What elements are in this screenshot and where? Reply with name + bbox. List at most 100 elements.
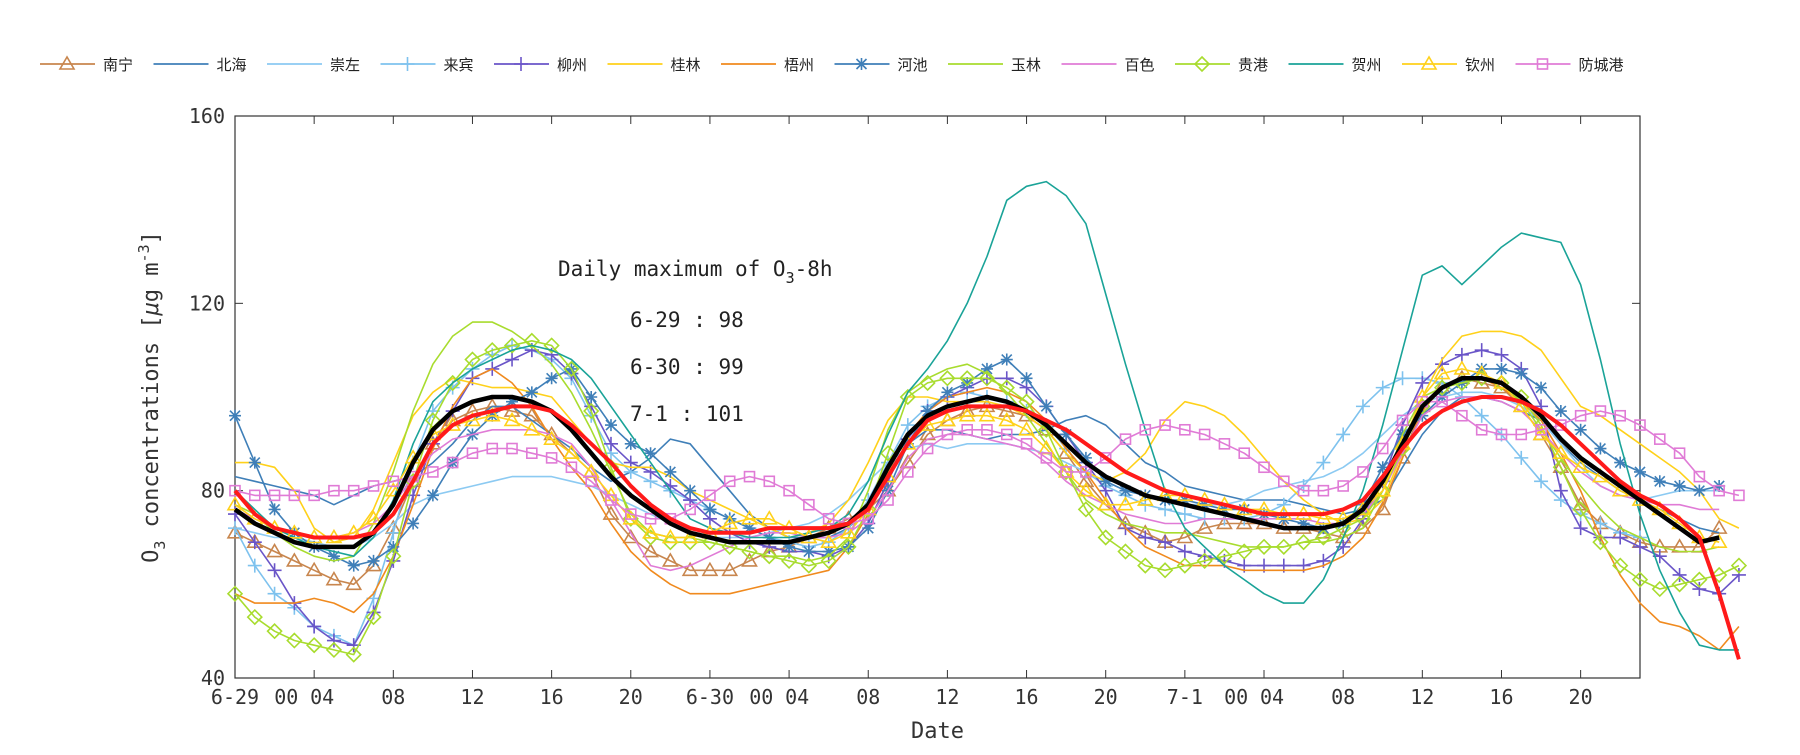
data-point [1018, 421, 1035, 436]
data-point [1594, 405, 1607, 417]
data-point [266, 623, 283, 640]
data-point [1000, 353, 1013, 366]
data-point [1692, 582, 1707, 597]
data-point [902, 466, 914, 478]
legend-label: 来宾 [444, 56, 474, 74]
data-point [248, 489, 261, 502]
data-point [1594, 442, 1607, 455]
data-point [980, 362, 993, 375]
data-point [1572, 501, 1589, 518]
series-10 [226, 332, 1748, 663]
data-point [1614, 409, 1627, 422]
legend-label: 梧州 [784, 56, 814, 74]
legend-item: 崇左 [267, 56, 360, 74]
x-tick-label: 04 [785, 685, 809, 709]
x-tick-label: 6-29 [211, 685, 259, 709]
data-point [1275, 538, 1292, 555]
data-point [820, 552, 837, 570]
data-point [743, 470, 756, 483]
data-point [1077, 472, 1095, 488]
data-point [959, 370, 976, 387]
legend-item: 桂林 [607, 56, 701, 74]
data-point [604, 419, 617, 432]
data-point [543, 430, 561, 445]
data-point [1733, 489, 1745, 502]
series-4 [228, 343, 1746, 653]
series-line [233, 376, 1720, 550]
data-point [941, 428, 954, 441]
data-point [664, 465, 677, 478]
data-point [306, 637, 323, 654]
data-point [565, 461, 578, 474]
data-point [1077, 482, 1095, 497]
data-point [1713, 484, 1725, 497]
legend-label: 钦州 [1465, 56, 1495, 74]
series-15 [233, 395, 1741, 660]
x-tick-label: 16 [1015, 685, 1039, 709]
data-point [1375, 380, 1390, 395]
data-point [365, 510, 382, 525]
data-point [523, 421, 541, 436]
data-point [1474, 343, 1489, 358]
data-point [721, 561, 739, 577]
x-tick-label: 20 [619, 685, 643, 709]
data-point [326, 633, 341, 648]
data-point [1079, 451, 1092, 464]
data-point [1673, 447, 1686, 460]
data-point [1475, 423, 1488, 436]
data-point [248, 456, 261, 469]
legend-label: 河池 [898, 56, 928, 74]
legend-item: 钦州 [1402, 55, 1495, 74]
data-point [305, 561, 323, 577]
data-point [684, 503, 696, 516]
data-point [1020, 372, 1033, 385]
data-point [882, 494, 894, 506]
x-axis-title: Date [911, 719, 964, 744]
data-point [1672, 567, 1687, 582]
data-point [899, 388, 916, 406]
data-point [704, 489, 716, 502]
data-point [1097, 496, 1115, 511]
data-point [763, 475, 776, 488]
series-2 [234, 391, 1720, 548]
data-point [721, 538, 738, 555]
data-point [506, 442, 518, 455]
data-point [1453, 360, 1471, 375]
data-point [367, 480, 380, 492]
data-point [1613, 530, 1628, 545]
x-tick-label: 20 [1094, 685, 1118, 709]
data-point [741, 510, 758, 525]
data-point [723, 475, 736, 488]
data-point [365, 608, 382, 626]
data-point [1376, 461, 1389, 474]
data-point [1354, 519, 1372, 534]
data-point [741, 543, 758, 560]
data-point [1573, 521, 1588, 536]
data-point [1159, 419, 1171, 431]
data-point [840, 524, 857, 539]
data-point [1317, 484, 1330, 497]
data-point [267, 586, 282, 601]
y-tick-label: 160 [189, 104, 225, 128]
data-point [642, 542, 659, 558]
data-point [483, 407, 501, 422]
data-point [1040, 452, 1053, 464]
data-point [1198, 428, 1211, 441]
data-point [879, 445, 897, 462]
series-14 [233, 376, 1720, 550]
data-point [1574, 409, 1587, 422]
data-point [288, 489, 301, 502]
data-point [407, 517, 420, 530]
data-point [1316, 455, 1331, 470]
data-point [1119, 433, 1132, 445]
data-point [822, 512, 835, 525]
data-point [1535, 381, 1548, 394]
data-point [780, 552, 798, 570]
data-point [545, 372, 558, 385]
data-point [1357, 466, 1369, 478]
data-point [385, 548, 402, 565]
data-point [1614, 456, 1627, 469]
data-point [1651, 580, 1668, 598]
data-point [285, 552, 303, 567]
data-point [1077, 501, 1095, 518]
